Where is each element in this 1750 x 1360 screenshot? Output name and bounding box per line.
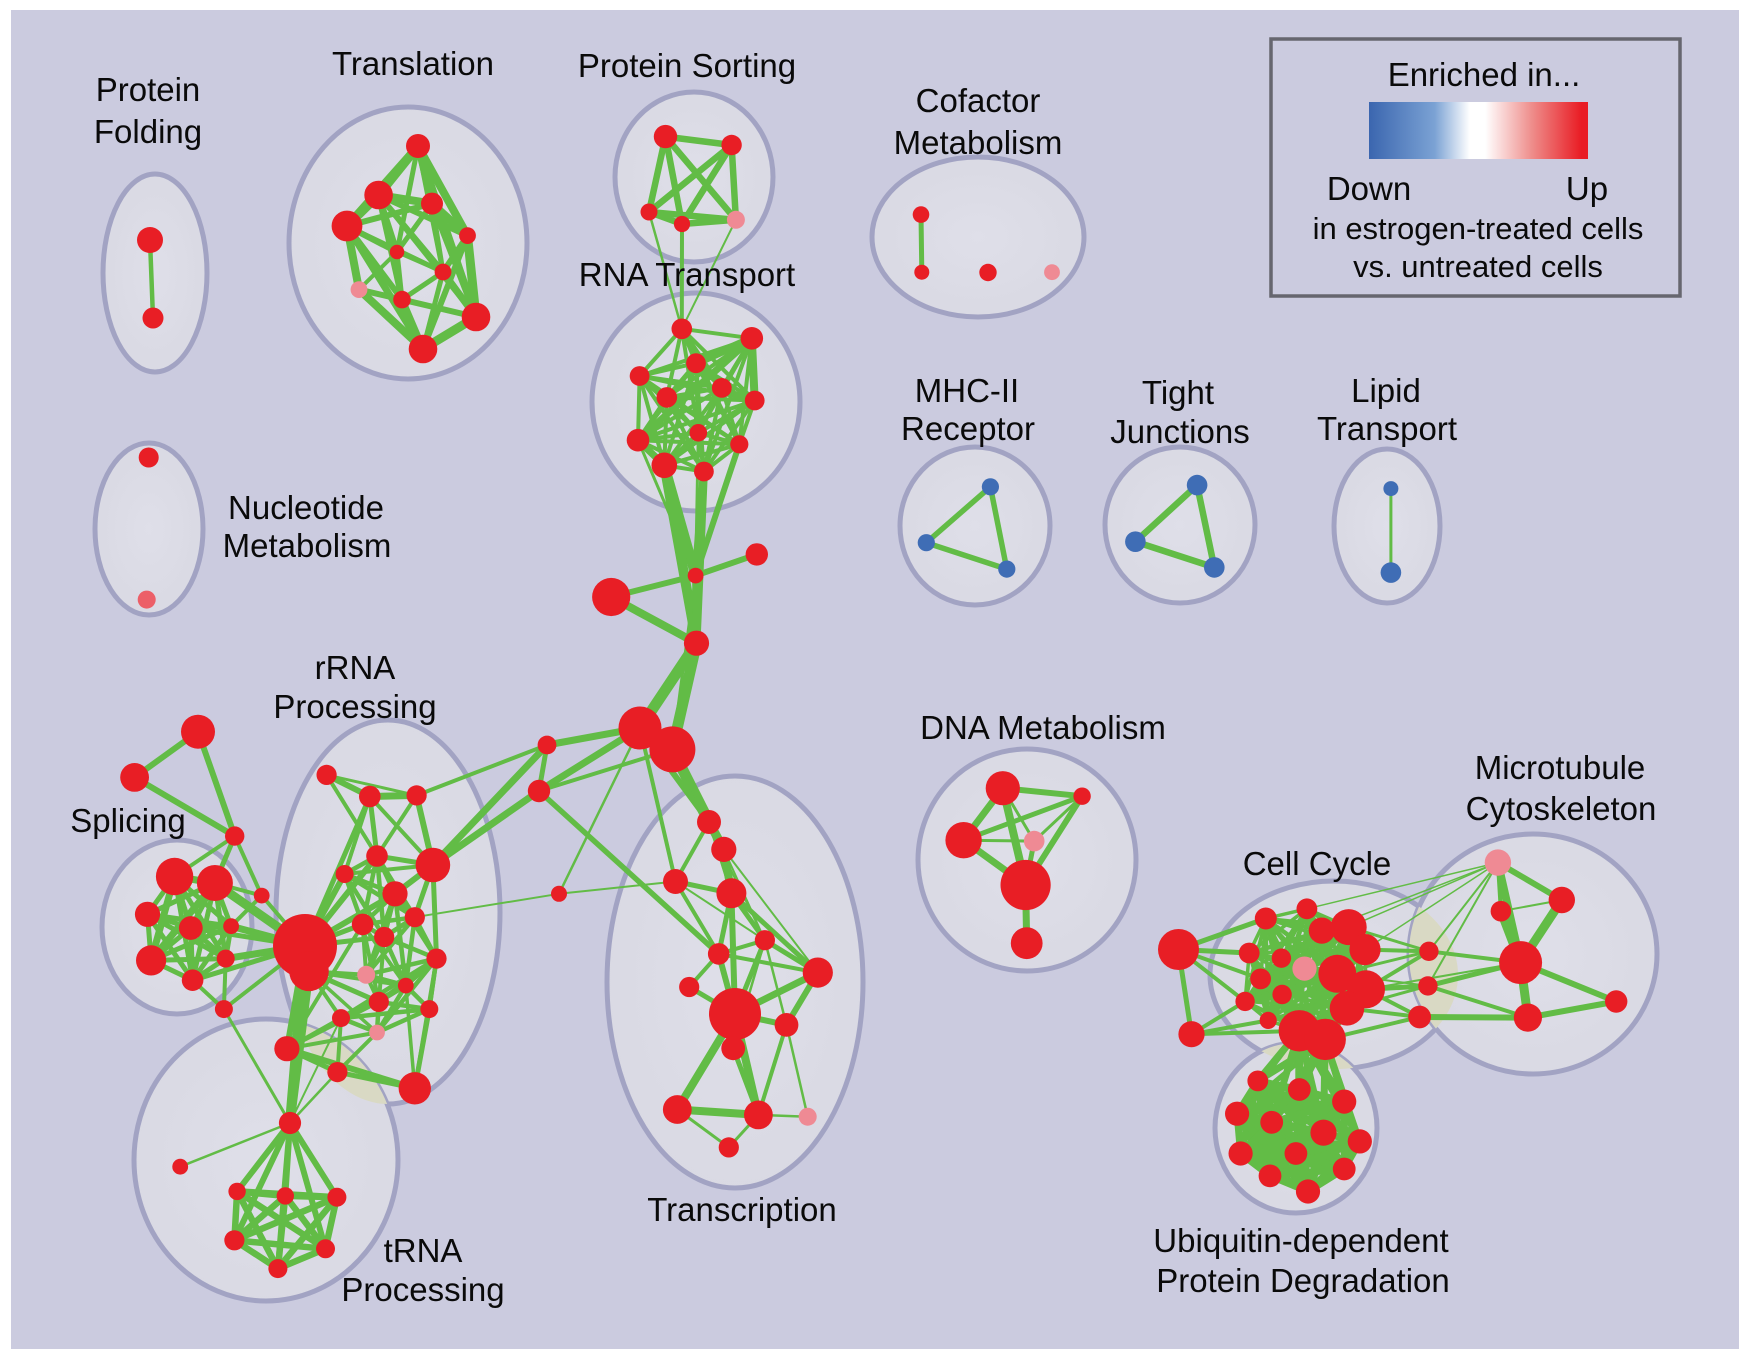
svg-text:Cofactor: Cofactor: [916, 82, 1041, 119]
svg-text:Tight: Tight: [1142, 374, 1214, 411]
svg-text:vs. untreated cells: vs. untreated cells: [1353, 249, 1603, 284]
svg-text:Microtubule: Microtubule: [1475, 749, 1646, 786]
svg-text:Protein Sorting: Protein Sorting: [578, 47, 796, 84]
svg-text:Nucleotide: Nucleotide: [228, 489, 384, 526]
svg-text:Receptor: Receptor: [901, 410, 1035, 447]
svg-text:in estrogen-treated cells: in estrogen-treated cells: [1313, 211, 1644, 246]
svg-text:Junctions: Junctions: [1110, 413, 1249, 450]
svg-text:Metabolism: Metabolism: [223, 527, 392, 564]
svg-text:Cytoskeleton: Cytoskeleton: [1466, 790, 1657, 827]
svg-text:rRNA: rRNA: [315, 649, 396, 686]
svg-text:Lipid: Lipid: [1351, 372, 1421, 409]
svg-text:RNA Transport: RNA Transport: [579, 256, 795, 293]
svg-text:tRNA: tRNA: [384, 1232, 463, 1269]
svg-text:Metabolism: Metabolism: [894, 124, 1063, 161]
svg-text:Transcription: Transcription: [647, 1191, 837, 1228]
svg-text:Transport: Transport: [1317, 410, 1457, 447]
svg-text:Down: Down: [1327, 170, 1411, 207]
svg-text:Protein: Protein: [96, 71, 201, 108]
svg-text:Splicing: Splicing: [70, 802, 186, 839]
svg-text:Up: Up: [1566, 170, 1608, 207]
svg-text:Processing: Processing: [341, 1271, 504, 1308]
svg-text:Enriched in...: Enriched in...: [1388, 56, 1581, 93]
svg-text:MHC-II: MHC-II: [915, 372, 1019, 409]
svg-text:Processing: Processing: [273, 688, 436, 725]
svg-text:Protein Degradation: Protein Degradation: [1156, 1262, 1450, 1299]
svg-text:Ubiquitin-dependent: Ubiquitin-dependent: [1153, 1222, 1448, 1259]
svg-text:DNA Metabolism: DNA Metabolism: [920, 709, 1166, 746]
svg-text:Cell Cycle: Cell Cycle: [1243, 845, 1392, 882]
svg-text:Folding: Folding: [94, 113, 202, 150]
svg-text:Translation: Translation: [332, 45, 494, 82]
